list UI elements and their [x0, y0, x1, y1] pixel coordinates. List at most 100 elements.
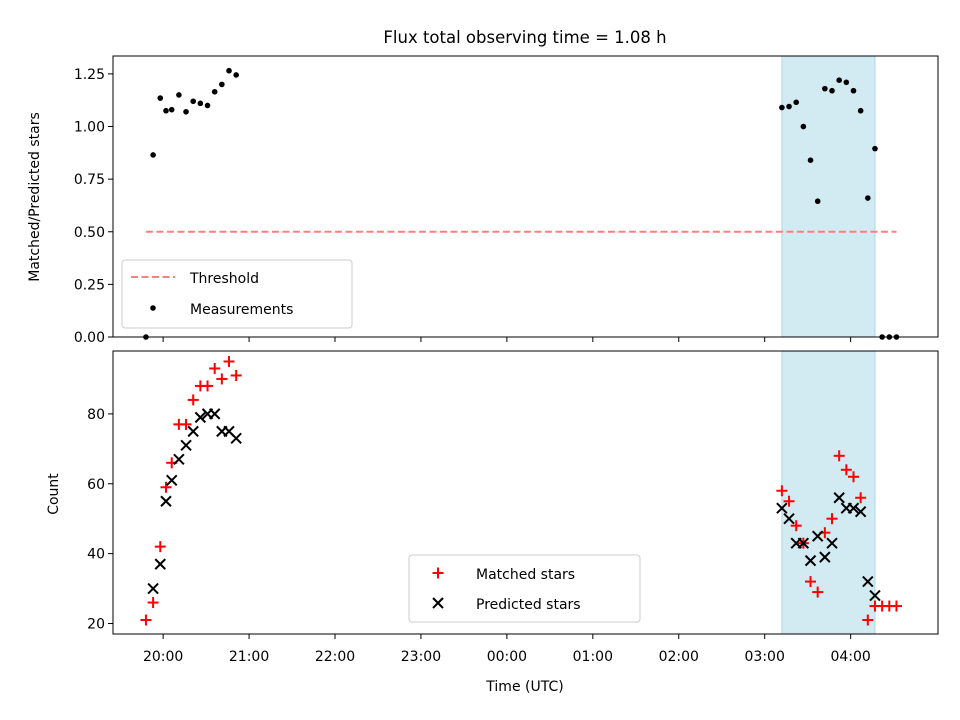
cross-stroke-b [811, 530, 824, 542]
matched-star-point [230, 369, 242, 381]
predicted-star-point [166, 474, 178, 486]
predicted-star-point [160, 495, 172, 507]
measurement-point [211, 88, 218, 95]
matched-star-point [805, 576, 817, 588]
cross-stroke-b [154, 558, 166, 570]
y-tick-label: 0.25 [74, 277, 105, 293]
measurement-point [786, 103, 792, 110]
matched-legend-swatch [432, 567, 444, 579]
measurement-point [176, 92, 182, 98]
x-tick-label: 03:00 [745, 649, 785, 665]
predicted-legend-label: Predicted stars [476, 597, 581, 613]
cross-stroke-b [797, 537, 810, 549]
matched-star-point [826, 513, 838, 525]
matched-star-point [855, 492, 867, 504]
y-tick-label: 80 [87, 407, 105, 423]
matched-star-point [847, 471, 859, 483]
cross-stroke-b [826, 537, 838, 549]
measurement-point [204, 102, 211, 109]
matched-star-point [776, 485, 788, 497]
y-tick-label: 0.00 [74, 330, 105, 346]
predicted-star-point [811, 530, 824, 542]
cross-stroke-b [833, 492, 845, 504]
matched-star-point [202, 380, 214, 392]
cross-stroke-b [432, 597, 444, 609]
measurement-point [219, 81, 225, 88]
matched-legend-label: Matched stars [476, 567, 575, 583]
measurement-point [814, 198, 821, 205]
predicted-star-point [154, 558, 166, 570]
x-tick-label: 23:00 [401, 649, 441, 665]
cross-stroke-b [847, 502, 860, 514]
y-tick-label: 1.00 [74, 120, 105, 136]
cross-stroke-b [173, 453, 185, 466]
measurement-point [226, 67, 232, 74]
matched-star-point [140, 614, 152, 626]
cross-stroke-b [854, 506, 867, 518]
predicted-star-point [783, 512, 795, 525]
measurement-point [850, 87, 857, 94]
measurement-point [190, 98, 197, 105]
measurement-point [157, 95, 164, 101]
matched-star-point [890, 600, 902, 612]
y-tick-label: 0.75 [74, 172, 105, 188]
count-panel-frame [112, 350, 939, 635]
predicted-star-point [180, 439, 192, 452]
matched-star-point [223, 355, 235, 367]
cross-stroke-b [187, 425, 199, 438]
ratio-legend-box [121, 259, 353, 329]
cross-stroke-b [776, 502, 788, 514]
matched-star-point [812, 586, 824, 598]
matched-star-point [160, 481, 172, 493]
measurement-point [843, 79, 850, 86]
chart-title: Flux total observing time = 1.08 h [383, 28, 666, 47]
ratio-panel: 0.00 0.25 0.50 0.75 1.00 1.25 Threshold Measure… [74, 55, 939, 346]
cross-stroke-b [230, 432, 242, 445]
predicted-star-point [854, 506, 867, 518]
predicted-star-point [819, 551, 831, 563]
x-axis-label: Time (UTC) [485, 679, 563, 695]
predicted-star-point [208, 408, 221, 420]
measurements-legend-swatch [150, 305, 156, 311]
cross-stroke-b [208, 408, 221, 420]
cross-stroke-b [804, 554, 817, 567]
x-tick-label: 20:00 [143, 649, 183, 665]
measurement-point [197, 100, 204, 107]
predicted-star-point [187, 425, 199, 438]
y-tick-label: 60 [87, 477, 105, 493]
x-tick-label: 00:00 [487, 649, 527, 665]
x-tick-label: 04:00 [830, 649, 870, 665]
ratio-legend: Threshold Measurements [121, 259, 353, 329]
cross-stroke-b [223, 425, 235, 438]
predicted-star-point [847, 502, 860, 514]
x-tick-label: 02:00 [659, 649, 699, 665]
x-tick-label: 01:00 [573, 649, 613, 665]
measurement-point [779, 104, 785, 111]
matched-star-point [833, 450, 845, 462]
measurement-point [168, 106, 175, 113]
shaded-region [781, 350, 876, 635]
predicted-star-point [804, 554, 817, 567]
measurement-point [233, 72, 239, 78]
predicted-star-point [862, 575, 874, 588]
predicted-star-point [776, 502, 788, 514]
matched-star-point [180, 418, 192, 430]
cross-stroke-b [147, 582, 159, 595]
predicted-star-point [869, 589, 881, 602]
predicted-star-point [833, 492, 845, 504]
measurement-point [807, 157, 814, 163]
matched-star-point [209, 362, 221, 374]
count-panel: 20 40 60 80 20:00 21:00 22:00 23:00 00:00 01:00 02… [87, 350, 939, 665]
cross-stroke-b [869, 589, 881, 602]
count-legend-box [408, 554, 641, 623]
ratio-panel-frame [112, 55, 939, 338]
y-tick-label: 40 [87, 547, 105, 563]
measurement-point [829, 87, 835, 94]
ratio-y-axis-label: Matched/Predicted stars [27, 112, 43, 282]
measurement-point [836, 77, 842, 84]
cross-stroke-b [819, 551, 831, 563]
x-tick-label: 21:00 [229, 649, 269, 665]
cross-stroke-b [160, 495, 172, 507]
predicted-legend-swatch [432, 597, 444, 609]
